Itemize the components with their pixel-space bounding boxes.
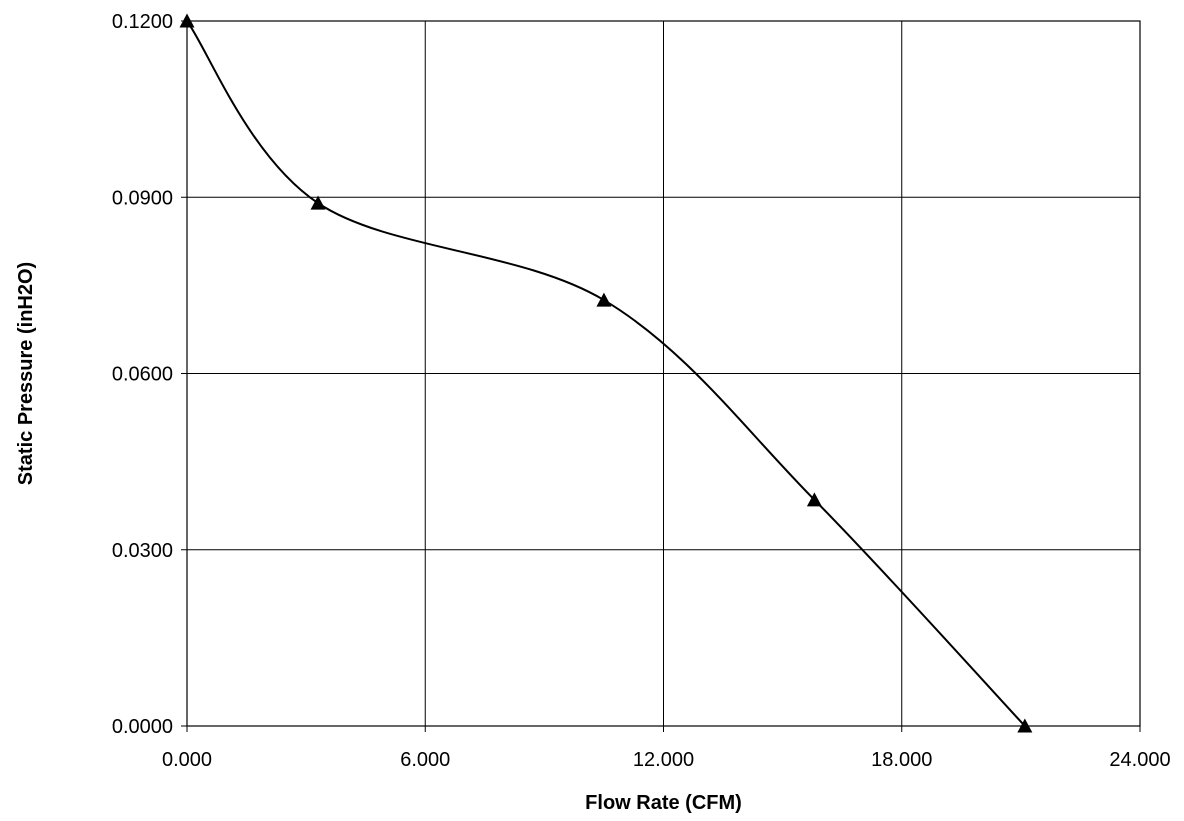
x-axis: 0.000 6.000 12.000 18.000 24.000	[162, 726, 1171, 771]
data-point	[310, 195, 326, 210]
data-point	[596, 292, 612, 307]
y-tick-label: 0.0600	[112, 364, 173, 386]
x-tick-label: 18.000	[871, 749, 932, 771]
y-tick-label: 0.0900	[112, 187, 173, 209]
y-tick-label: 0.0300	[112, 540, 173, 562]
x-tick-label: 6.000	[400, 749, 450, 771]
x-tick-label: 0.000	[162, 749, 212, 771]
data-point	[179, 13, 195, 28]
y-axis: 0.0000 0.0300 0.0600 0.0900 0.1200	[112, 11, 187, 738]
series	[179, 13, 1033, 733]
x-axis-title: Flow Rate (CFM)	[585, 792, 742, 814]
data-point	[1017, 718, 1033, 733]
data-point	[806, 492, 822, 507]
y-tick-label: 0.1200	[112, 11, 173, 33]
x-tick-label: 12.000	[633, 749, 694, 771]
y-axis-title: Static Pressure (inH2O)	[15, 262, 37, 485]
y-tick-label: 0.0000	[112, 716, 173, 738]
x-tick-label: 24.000	[1109, 749, 1170, 771]
grid	[186, 20, 1141, 727]
